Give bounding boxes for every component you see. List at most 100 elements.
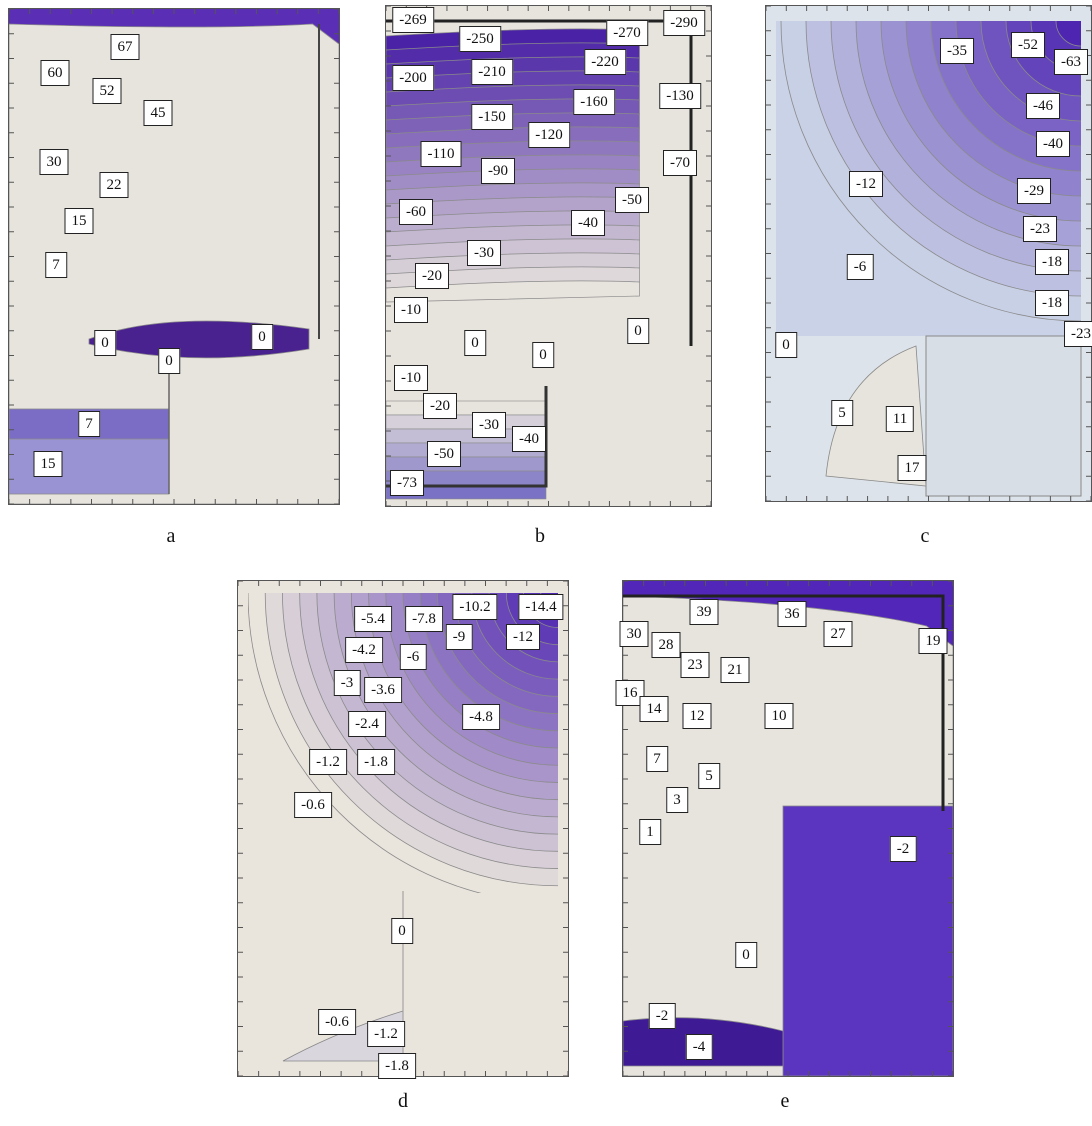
contour-label: -20 <box>415 263 449 289</box>
contour-label: -14.4 <box>518 594 564 620</box>
contour-label: 30 <box>619 621 649 647</box>
contour-label: 52 <box>92 78 122 104</box>
contour-band <box>9 23 339 504</box>
contour-label: 27 <box>823 621 853 647</box>
contour-band <box>782 805 953 1076</box>
contour-label: -2 <box>889 836 917 862</box>
contour-label: 5 <box>698 763 720 789</box>
contour-band <box>925 335 1082 497</box>
contour-label: -160 <box>573 89 615 115</box>
contour-label: 36 <box>777 601 807 627</box>
contour-label: -63 <box>1054 49 1088 75</box>
domain-boundary <box>386 386 548 488</box>
contour-label: -30 <box>467 240 501 266</box>
contour-label: -40 <box>512 426 546 452</box>
contour-label: -5.4 <box>354 606 392 632</box>
caption-d: d <box>398 1090 408 1112</box>
contour-label: -18 <box>1035 290 1069 316</box>
contour-label: -7.8 <box>405 606 443 632</box>
caption-c: c <box>920 525 930 547</box>
contour-label: -3 <box>333 670 361 696</box>
contour-label: 7 <box>45 252 67 278</box>
caption-a: a <box>166 525 176 547</box>
contour-label: -29 <box>1017 178 1051 204</box>
contour-label: -250 <box>459 26 501 52</box>
contour-label: -290 <box>663 10 705 36</box>
contour-label: 10 <box>764 703 794 729</box>
contour-label: -269 <box>392 7 434 33</box>
contour-label: 23 <box>680 652 710 678</box>
domain-boundary <box>623 594 945 811</box>
contour-label: 22 <box>99 172 129 198</box>
contour-label: -23 <box>1064 321 1092 347</box>
contour-label: -150 <box>471 104 513 130</box>
contour-label: -18 <box>1035 249 1069 275</box>
contour-label: 19 <box>918 628 948 654</box>
contour-band <box>386 400 547 416</box>
contour-label: -20 <box>423 393 457 419</box>
contour-field-b <box>386 6 711 506</box>
contour-label: -0.6 <box>294 792 332 818</box>
contour-label: -1.8 <box>357 749 395 775</box>
contour-label: -2 <box>648 1003 676 1029</box>
contour-label: -4.2 <box>345 637 383 663</box>
contour-label: 0 <box>391 918 413 944</box>
contour-label: 0 <box>532 342 554 368</box>
contour-label: -52 <box>1011 32 1045 58</box>
contour-label: -23 <box>1023 216 1057 242</box>
contour-label: -270 <box>606 20 648 46</box>
contour-label: 30 <box>39 149 69 175</box>
contour-label: -35 <box>940 38 974 64</box>
contour-plot-b <box>385 5 712 507</box>
contour-label: 0 <box>775 332 797 358</box>
axis-ticks <box>9 9 339 504</box>
contour-label: 15 <box>33 451 63 477</box>
contour-band <box>825 345 927 487</box>
contour-plot-e <box>622 580 954 1077</box>
contour-label: 3 <box>666 787 688 813</box>
contour-label: 60 <box>40 60 70 86</box>
contour-label: -50 <box>427 441 461 467</box>
caption-e: e <box>780 1090 790 1112</box>
contour-label: -6 <box>846 254 874 280</box>
contour-label: -6 <box>399 644 427 670</box>
contour-label: 0 <box>158 348 180 374</box>
axis-ticks <box>623 581 953 1076</box>
contour-label: 7 <box>78 411 100 437</box>
contour-label: 39 <box>689 599 719 625</box>
contour-label: -10 <box>394 365 428 391</box>
contour-label: 0 <box>94 330 116 356</box>
caption-b: b <box>535 525 545 547</box>
contour-label: -10.2 <box>452 594 498 620</box>
contour-label: -2.4 <box>348 711 386 737</box>
contour-label: -40 <box>1036 131 1070 157</box>
contour-label: 28 <box>651 632 681 658</box>
contour-label: 14 <box>639 696 669 722</box>
contour-field-e <box>623 581 953 1076</box>
contour-label: -60 <box>399 199 433 225</box>
contour-field-c <box>766 6 1091 501</box>
axis-ticks <box>386 6 711 506</box>
contour-band <box>386 456 547 472</box>
contour-label: -130 <box>659 83 701 109</box>
contour-label: -12 <box>506 624 540 650</box>
contour-band <box>1055 21 1081 47</box>
contour-label: -90 <box>481 158 515 184</box>
contour-label: -73 <box>390 470 424 496</box>
contour-label: 5 <box>831 400 853 426</box>
contour-label: -10 <box>394 297 428 323</box>
contour-label: 0 <box>464 330 486 356</box>
contour-label: -220 <box>584 49 626 75</box>
contour-label: -1.2 <box>367 1021 405 1047</box>
contour-label: -30 <box>472 412 506 438</box>
contour-label: -1.2 <box>309 749 347 775</box>
contour-label: 16 <box>615 680 645 706</box>
contour-label: -70 <box>663 150 697 176</box>
contour-label: 12 <box>682 703 712 729</box>
contour-label: -210 <box>471 59 513 85</box>
contour-label: -200 <box>392 65 434 91</box>
contour-label: 17 <box>897 455 927 481</box>
contour-label: 1 <box>639 819 661 845</box>
contour-label: 11 <box>885 406 915 432</box>
contour-label: -110 <box>420 141 462 167</box>
